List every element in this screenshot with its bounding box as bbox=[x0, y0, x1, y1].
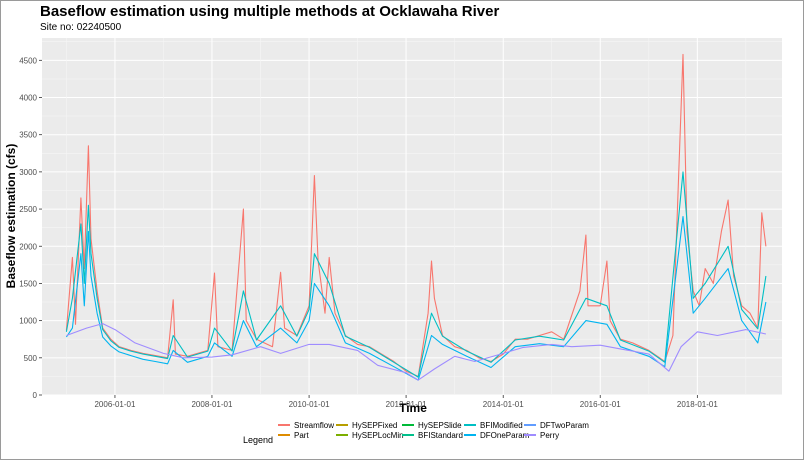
legend-label-streamflow: Streamflow bbox=[294, 421, 334, 430]
y-tick-label: 4500 bbox=[19, 56, 37, 65]
legend-label-hysepfixed: HySEPFixed bbox=[352, 421, 397, 430]
y-tick-label: 2000 bbox=[19, 242, 37, 251]
y-tick-label: 4000 bbox=[19, 94, 37, 103]
y-tick-label: 0 bbox=[33, 391, 38, 400]
y-tick-label: 3500 bbox=[19, 131, 37, 140]
legend-label-dftwoparam: DFTwoParam bbox=[540, 421, 589, 430]
y-tick-label: 1500 bbox=[19, 279, 37, 288]
legend-label-perry: Perry bbox=[540, 431, 559, 440]
series-line-perry bbox=[66, 323, 767, 381]
x-axis-ticks: 2006-01-01 2008-01-01 2010-01-01 2012-01-01… bbox=[94, 395, 718, 409]
x-tick-label: 2006-01-01 bbox=[94, 400, 135, 409]
x-tick-label: 2010-01-01 bbox=[289, 400, 330, 409]
legend-label-hysepslide: HySEPSlide bbox=[418, 421, 462, 430]
y-tick-label: 2500 bbox=[19, 205, 37, 214]
series-line-bfimodified bbox=[65, 171, 767, 378]
series-line-dfoneparam bbox=[65, 215, 767, 381]
legend-label-bfimodified: BFIModified bbox=[480, 421, 523, 430]
x-tick-label: 2012-01-01 bbox=[386, 400, 427, 409]
legend-label-hyseplocmin: HySEPLocMin bbox=[352, 431, 404, 440]
x-axis-title: Time bbox=[399, 401, 427, 415]
legend-title: Legend bbox=[243, 435, 273, 445]
y-axis-ticks: 0 500 1000 1500 2000 2500 3000 3500 4000 4500 bbox=[19, 56, 42, 400]
legend-label-bfistandard: BFIStandard bbox=[418, 431, 463, 440]
y-tick-label: 1000 bbox=[19, 317, 37, 326]
series-lines bbox=[65, 53, 767, 381]
x-tick-label: 2014-01-01 bbox=[483, 400, 524, 409]
chart-title: Baseflow estimation using multiple metho… bbox=[40, 3, 500, 20]
chart-subtitle: Site no: 02240500 bbox=[40, 22, 122, 33]
legend-label-dfoneparam: DFOneParam bbox=[480, 431, 530, 440]
legend-label-part: Part bbox=[294, 431, 309, 440]
y-tick-label: 500 bbox=[24, 354, 38, 363]
x-tick-label: 2016-01-01 bbox=[580, 400, 621, 409]
x-tick-label: 2008-01-01 bbox=[191, 400, 232, 409]
series-line-streamflow bbox=[65, 53, 767, 377]
y-axis-title: Baseflow estimation (cfs) bbox=[4, 144, 18, 289]
y-tick-label: 3000 bbox=[19, 168, 37, 177]
x-tick-label: 2018-01-01 bbox=[677, 400, 718, 409]
